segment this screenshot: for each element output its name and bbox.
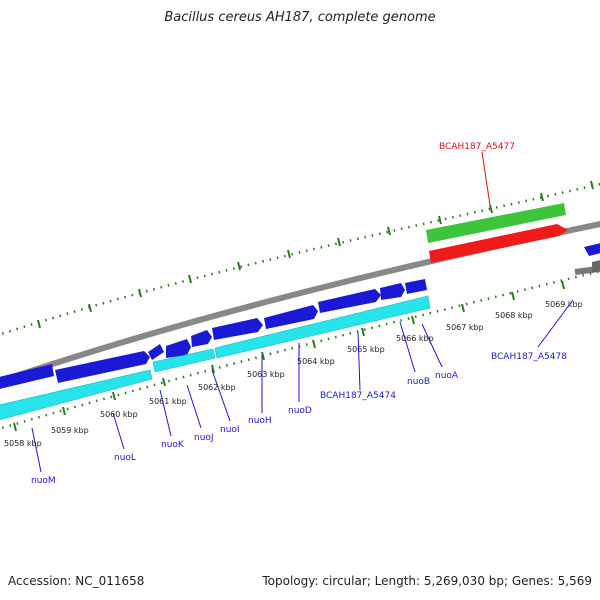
inner-major-tick: [561, 280, 565, 290]
leader-line-nuoM: [31, 427, 42, 473]
genome-backbone-lower: [574, 265, 600, 275]
gene-bar: [0, 369, 153, 420]
gene-bar: [214, 295, 431, 359]
gene-label-nuoH: nuoH: [248, 416, 272, 426]
outer-major-tick: [138, 288, 142, 298]
accession-text: Accession: NC_011658: [8, 574, 145, 588]
gene-label-bcah187-a5478: BCAH187_A5478: [491, 352, 567, 362]
leader-line-a5478: [537, 299, 574, 348]
leader-line-a5477: [481, 151, 491, 206]
cds-arrow: [55, 351, 150, 383]
leader-line-nuoI: [211, 369, 231, 422]
leader-line-nuoL: [112, 412, 125, 450]
outer-major-tick: [489, 204, 493, 214]
leader-line-a5474: [357, 331, 361, 391]
kbp-labels: 5058 kbp 5059 kbp 5060 kbp 5061 kbp 5062…: [4, 300, 583, 448]
kbp-label: 5065 kbp: [347, 345, 385, 354]
kbp-label: 5066 kbp: [396, 334, 434, 343]
gene-label-nuoJ: nuoJ: [194, 433, 214, 443]
inner-major-tick: [211, 364, 215, 374]
rrna-feature-green: [426, 203, 566, 243]
kbp-label: 5069 kbp: [545, 300, 583, 309]
inner-major-tick: [461, 303, 465, 313]
gene-labels: BCAH187_A5477 BCAH187_A5478 BCAH187_A547…: [31, 142, 567, 486]
gene-label-bcah187-a5474: BCAH187_A5474: [320, 391, 396, 401]
inner-major-tick: [411, 315, 415, 325]
inner-major-tick: [312, 339, 316, 349]
outer-major-tick: [387, 226, 391, 236]
inner-major-tick: [112, 391, 116, 401]
kbp-label: 5063 kbp: [247, 370, 285, 379]
cds-edge-right: [584, 243, 600, 256]
outer-major-tick: [337, 237, 341, 247]
outer-major-tick: [287, 249, 291, 259]
outer-major-tick: [590, 180, 594, 190]
inner-major-tick: [62, 406, 66, 416]
outer-tick-ruler: [0, 182, 600, 336]
outer-major-tick: [540, 192, 544, 202]
gene-label-nuoM: nuoM: [31, 476, 56, 486]
kbp-label: 5059 kbp: [51, 426, 89, 435]
cds-arrow: [380, 283, 405, 300]
kbp-label: 5061 kbp: [149, 397, 187, 406]
gene-label-nuoD: nuoD: [288, 406, 312, 416]
gene-label-nuoA: nuoA: [435, 371, 459, 381]
leader-line-nuoB: [399, 321, 416, 373]
kbp-label: 5068 kbp: [495, 311, 533, 320]
gene-bar: [152, 348, 216, 373]
outer-major-tick: [438, 215, 442, 225]
cds-arrow: [148, 344, 164, 360]
gene-label-nuoI: nuoI: [220, 425, 240, 435]
kbp-label: 5060 kbp: [100, 410, 138, 419]
cds-arrow: [191, 330, 212, 347]
gene-bar-strand: [0, 295, 431, 420]
cds-forward-strand: [0, 279, 427, 389]
inner-major-tick: [511, 291, 515, 301]
kbp-label: 5064 kbp: [297, 357, 335, 366]
outer-major-tick: [88, 303, 92, 313]
cds-arrow: [0, 364, 54, 389]
outer-major-tick: [188, 274, 192, 284]
leader-line-nuoK: [159, 389, 172, 437]
gene-label-nuoL: nuoL: [114, 453, 136, 463]
cds-arrow: [264, 305, 318, 329]
cds-arrow: [212, 318, 263, 340]
cds-arrow: [166, 339, 191, 358]
genome-summary-text: Topology: circular; Length: 5,269,030 bp…: [262, 574, 592, 588]
cds-arrow: [405, 279, 427, 294]
leader-line-nuoA: [421, 323, 443, 368]
inner-major-tick: [261, 351, 265, 361]
gene-leader-lines: [31, 299, 574, 473]
inner-tick-ruler: [0, 269, 600, 430]
leader-line-nuoJ: [186, 384, 202, 429]
kbp-label: 5067 kbp: [446, 323, 484, 332]
cds-arrow: [318, 289, 381, 313]
gene-label-bcah187-a5477: BCAH187_A5477: [439, 142, 515, 152]
inner-major-tick: [162, 377, 166, 387]
outer-major-tick: [237, 261, 241, 271]
inner-major-tick: [361, 327, 365, 337]
gene-label-nuoB: nuoB: [407, 377, 430, 387]
cds-edge-grey: [592, 260, 600, 273]
inner-major-tick: [13, 422, 17, 432]
outer-major-ticks: [37, 180, 594, 329]
outer-major-tick: [37, 319, 41, 329]
kbp-label: 5058 kbp: [4, 439, 42, 448]
kbp-label: 5062 kbp: [198, 383, 236, 392]
page-title: Bacillus cereus AH187, complete genome: [164, 10, 436, 25]
rrna-feature-red: [429, 224, 568, 263]
inner-major-ticks: [13, 280, 565, 432]
gene-label-nuoK: nuoK: [161, 440, 185, 450]
